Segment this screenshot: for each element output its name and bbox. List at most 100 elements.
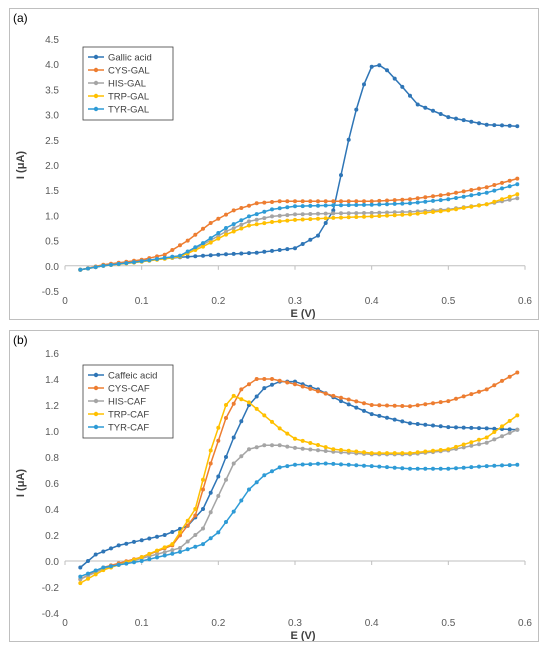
data-point xyxy=(454,207,458,212)
data-point xyxy=(185,547,190,552)
series-line-tyr-gal xyxy=(80,183,518,271)
y-tick-label: 0.0 xyxy=(45,557,59,568)
data-point xyxy=(331,461,336,466)
y-tick-label: 0.2 xyxy=(45,531,59,542)
chart-b-svg: -0.4 -0.2 0.0 0.2 0.4 0.6 0.8 1.0 1.2 1.4 1.6 0 0.1 0… xyxy=(15,349,532,641)
data-point xyxy=(109,262,113,267)
data-point xyxy=(216,474,221,479)
data-point xyxy=(507,194,512,199)
data-point xyxy=(377,202,382,207)
data-point xyxy=(208,510,213,515)
data-point xyxy=(201,526,205,531)
y-tick-label: -0.2 xyxy=(42,583,60,594)
data-point xyxy=(270,377,274,381)
series-line-tyr-caf xyxy=(80,462,518,578)
data-point xyxy=(239,218,244,223)
data-point xyxy=(362,214,366,219)
data-point xyxy=(116,262,121,266)
legend-marker xyxy=(93,106,99,112)
data-point xyxy=(400,404,405,408)
data-point xyxy=(492,430,497,434)
data-point xyxy=(369,199,374,204)
data-point xyxy=(484,435,489,440)
y-tick-label: 2.5 xyxy=(45,136,59,147)
data-point xyxy=(339,395,343,400)
data-point xyxy=(316,461,320,466)
data-point xyxy=(415,403,420,408)
data-point xyxy=(507,123,512,128)
data-point xyxy=(392,451,397,456)
data-point xyxy=(208,236,213,241)
data-point xyxy=(454,116,458,121)
data-point xyxy=(507,197,512,202)
data-point xyxy=(285,431,290,436)
data-point xyxy=(270,382,274,387)
data-point xyxy=(461,394,466,399)
series-line-cys-gal xyxy=(80,177,518,271)
legend: Caffeic acid CYS-CAF HIS-CAF TRP-CAF TYR-CAF xyxy=(82,364,174,439)
data-point xyxy=(224,232,228,237)
data-point xyxy=(254,217,259,222)
data-point xyxy=(408,197,412,202)
data-point xyxy=(293,462,297,467)
legend-label: CYS-CAF xyxy=(108,384,150,395)
data-point xyxy=(101,263,106,268)
x-axis-title: E (V) xyxy=(290,308,315,319)
data-point xyxy=(392,210,397,215)
data-point xyxy=(270,200,274,204)
data-point xyxy=(454,190,458,195)
data-point xyxy=(185,518,190,523)
data-point xyxy=(446,208,451,213)
data-point xyxy=(293,382,297,387)
x-tick-label: 0.6 xyxy=(518,296,532,307)
data-point xyxy=(231,222,236,227)
data-point xyxy=(308,217,313,222)
data-point xyxy=(162,533,167,537)
data-point xyxy=(93,265,98,270)
data-point xyxy=(385,415,389,420)
data-point xyxy=(377,403,382,408)
data-point xyxy=(346,199,351,204)
legend-label: TYR-CAF xyxy=(108,423,149,434)
data-point xyxy=(507,418,512,423)
data-point xyxy=(93,572,98,577)
data-point xyxy=(431,210,435,214)
data-point xyxy=(231,435,236,440)
chart-panel-b: (b) -0.4 -0.2 0.0 0.2 0.4 0.6 0.8 1.0 1.2 1.4 1.6 0… xyxy=(9,330,539,642)
data-point xyxy=(377,210,382,215)
data-point xyxy=(155,548,159,553)
data-point xyxy=(323,461,328,466)
data-point xyxy=(469,465,474,470)
data-point xyxy=(469,193,474,198)
data-point xyxy=(377,198,382,203)
data-point xyxy=(400,84,405,89)
data-point xyxy=(331,447,336,452)
data-point xyxy=(224,455,228,459)
data-point xyxy=(392,201,397,206)
data-point xyxy=(316,389,320,394)
data-point xyxy=(500,463,504,468)
legend-label: CYS-GAL xyxy=(108,66,150,77)
data-point xyxy=(231,509,236,514)
data-point xyxy=(162,550,167,555)
data-point xyxy=(216,216,221,221)
data-point xyxy=(446,425,451,430)
data-point xyxy=(277,443,282,448)
data-point xyxy=(300,199,305,204)
data-point xyxy=(201,241,205,246)
data-point xyxy=(354,203,359,207)
y-tick-label: 0.8 xyxy=(45,453,59,464)
data-point xyxy=(362,202,366,207)
data-point xyxy=(293,204,297,209)
data-point xyxy=(400,201,405,206)
data-point xyxy=(270,220,274,224)
legend-label: HIS-GAL xyxy=(108,79,146,90)
data-point xyxy=(323,216,328,221)
data-point xyxy=(208,253,213,258)
data-point xyxy=(323,391,328,396)
data-point xyxy=(285,444,290,449)
data-point xyxy=(346,397,351,402)
data-point xyxy=(239,222,244,227)
data-point xyxy=(431,194,435,199)
data-point xyxy=(354,107,359,112)
